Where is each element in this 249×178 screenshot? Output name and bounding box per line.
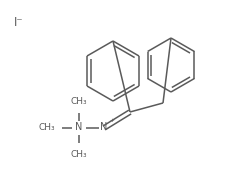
Text: CH₃: CH₃ <box>38 124 55 132</box>
Text: N: N <box>100 122 108 132</box>
Text: ⁺: ⁺ <box>110 117 114 127</box>
Text: N: N <box>75 122 83 132</box>
Text: CH₃: CH₃ <box>71 150 87 159</box>
Text: CH₃: CH₃ <box>71 97 87 106</box>
Text: I⁻: I⁻ <box>14 15 24 28</box>
